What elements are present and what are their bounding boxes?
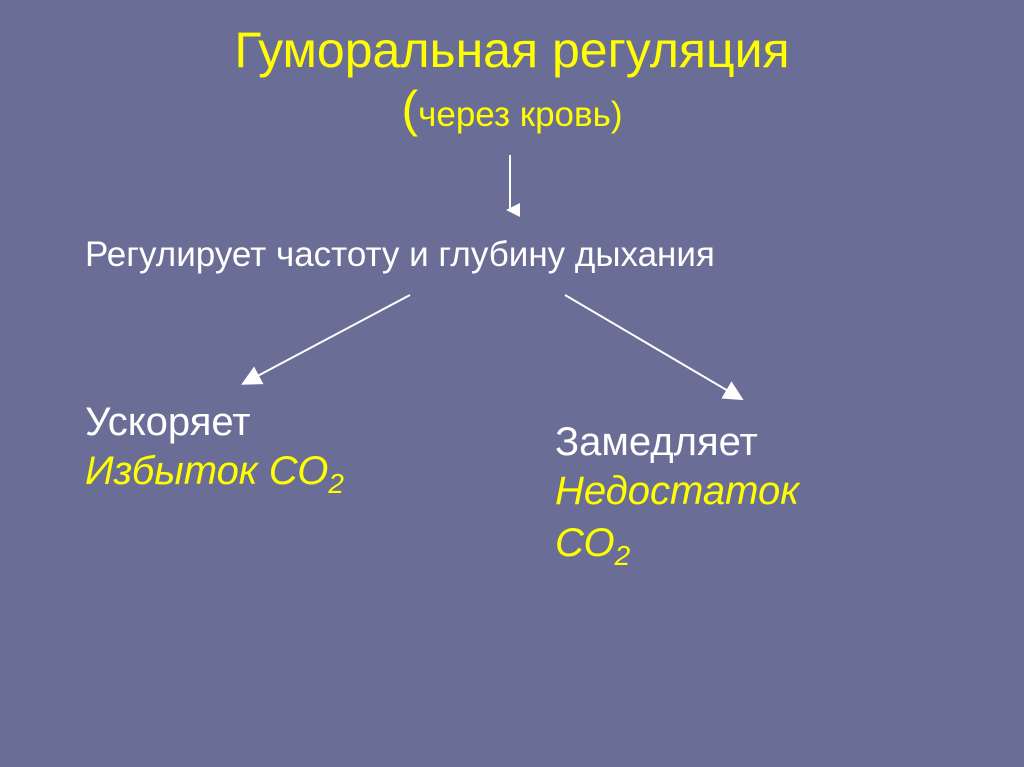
arrow-left-icon — [240, 290, 420, 390]
right-branch-detail: Недостаток СО2 — [555, 465, 799, 574]
right-detail-line1: Недостаток — [555, 469, 799, 513]
middle-text: Регулирует частоту и глубину дыхания — [85, 235, 715, 275]
right-branch-title: Замедляет — [555, 420, 799, 465]
title-main: Гуморальная регуляция — [0, 20, 1024, 80]
title-subtitle: через кровь) — [418, 95, 622, 134]
right-branch: Замедляет Недостаток СО2 — [555, 420, 799, 574]
arrow-right-icon — [560, 290, 750, 405]
title-subtitle-line: (через кровь) — [0, 80, 1024, 138]
left-branch-detail: Избыток СО2 — [85, 445, 344, 502]
left-detail-prefix: Избыток СО — [85, 449, 328, 493]
arrow-down-icon — [500, 155, 520, 225]
right-detail-subscript: 2 — [615, 540, 631, 571]
title-block: Гуморальная регуляция (через кровь) — [0, 20, 1024, 138]
title-paren-open: ( — [401, 81, 418, 137]
left-detail-subscript: 2 — [328, 468, 344, 499]
left-branch: Ускоряет Избыток СО2 — [85, 400, 344, 502]
left-branch-title: Ускоряет — [85, 400, 344, 445]
right-detail-line2: СО — [555, 521, 615, 565]
